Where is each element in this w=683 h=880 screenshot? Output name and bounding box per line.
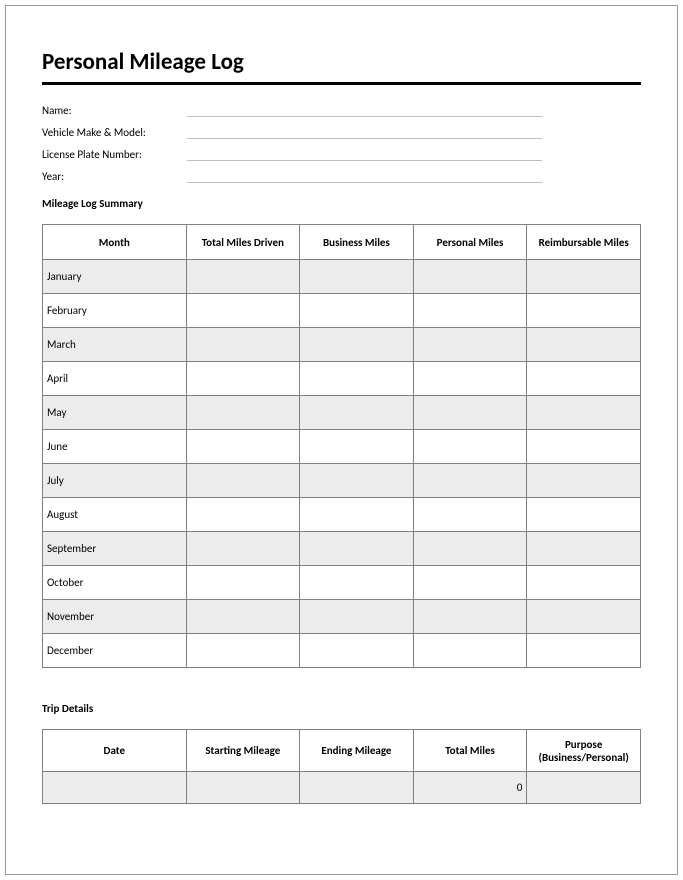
page-border xyxy=(5,5,678,875)
